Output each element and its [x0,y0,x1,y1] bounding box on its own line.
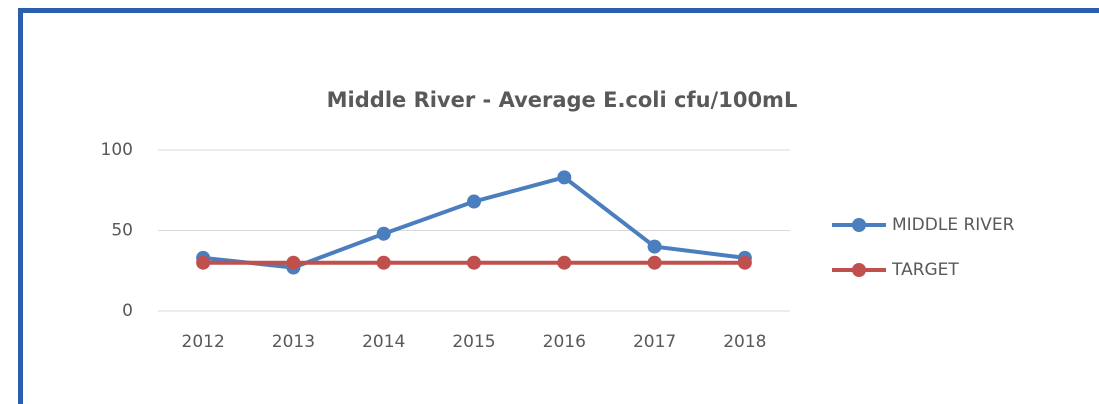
x-tick-label: 2016 [543,332,586,352]
legend-label: MIDDLE RIVER [892,215,1015,235]
y-tick-label: 50 [111,221,133,241]
x-tick-label: 2014 [362,332,405,352]
x-tick-label: 2017 [633,332,676,352]
data-point [286,255,301,270]
data-point [557,255,572,270]
frame-left [18,8,23,404]
x-tick-label: 2012 [182,332,225,352]
legend-marker [852,263,866,277]
data-point [467,194,481,209]
data-point [647,239,662,254]
data-point [467,255,481,270]
data-point [376,255,391,270]
legend-marker [852,218,866,232]
data-point [647,255,662,270]
frame-top [18,8,1099,13]
data-point [737,255,752,270]
legend-label: TARGET [891,260,959,280]
y-tick-label: 100 [101,140,133,160]
data-point [557,170,572,185]
data-point [376,226,391,241]
data-point [196,255,211,270]
x-tick-label: 2015 [452,332,495,352]
series-line [202,175,746,270]
x-tick-label: 2018 [723,332,766,352]
x-tick-label: 2013 [272,332,315,352]
chart-title: Middle River - Average E.coli cfu/100mL [327,88,798,112]
y-tick-label: 0 [122,301,133,321]
